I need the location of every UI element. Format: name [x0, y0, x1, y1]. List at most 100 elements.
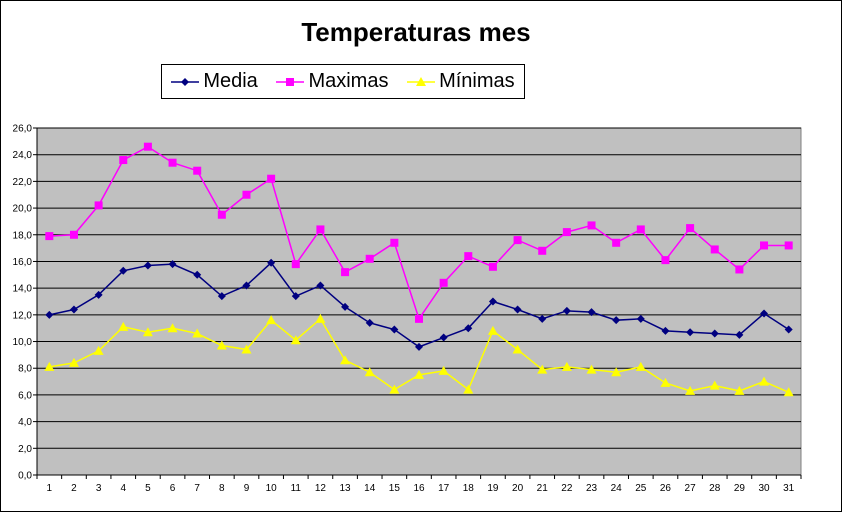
- chart-legend: Media Maximas Mínimas: [161, 64, 525, 99]
- legend-marker-maximas: [276, 77, 305, 86]
- data-point-media: [760, 309, 769, 318]
- x-tick-label: 28: [709, 483, 721, 494]
- data-point-media: [710, 329, 719, 338]
- data-point-minimas: [192, 328, 203, 338]
- x-tick-label: 20: [512, 483, 524, 494]
- x-tick-label: 13: [340, 483, 352, 494]
- data-point-maximas: [439, 278, 448, 287]
- x-tick-label: 16: [413, 483, 425, 494]
- x-tick-label: 29: [734, 483, 746, 494]
- x-tick-label: 23: [586, 483, 598, 494]
- data-point-media: [193, 270, 202, 279]
- legend-entry-minimas: Mínimas: [407, 70, 515, 93]
- data-point-minimas: [389, 384, 400, 394]
- data-point-media: [316, 281, 325, 290]
- data-point-media: [538, 314, 547, 323]
- y-tick-label: 26,0: [13, 124, 33, 135]
- y-tick-label: 16,0: [13, 257, 33, 268]
- x-tick-label: 14: [364, 483, 376, 494]
- x-tick-label: 8: [219, 483, 225, 494]
- legend-entry-maximas: Maximas: [276, 70, 388, 93]
- plot-area: [36, 127, 802, 476]
- data-point-media: [291, 292, 300, 301]
- data-point-minimas: [68, 357, 79, 367]
- data-point-media: [143, 261, 152, 270]
- data-point-minimas: [561, 361, 572, 371]
- x-tick-label: 31: [783, 483, 795, 494]
- data-point-maximas: [784, 241, 793, 250]
- x-tick-label: 25: [635, 483, 647, 494]
- data-point-media: [45, 310, 54, 319]
- data-point-maximas: [217, 210, 226, 219]
- data-point-maximas: [562, 228, 571, 237]
- y-tick-label: 4,0: [18, 417, 32, 428]
- y-tick-label: 10,0: [13, 337, 33, 348]
- data-point-minimas: [635, 361, 646, 371]
- data-point-maximas: [488, 262, 497, 271]
- x-tick-label: 22: [561, 483, 573, 494]
- data-point-media: [365, 318, 374, 327]
- data-point-media: [661, 326, 670, 335]
- data-point-media: [69, 305, 78, 314]
- data-point-minimas: [586, 364, 597, 374]
- x-tick-label: 21: [537, 483, 549, 494]
- data-point-minimas: [709, 380, 720, 390]
- data-point-maximas: [661, 256, 670, 265]
- data-point-maximas: [760, 241, 769, 250]
- y-tick-label: 18,0: [13, 230, 33, 241]
- x-tick-label: 4: [120, 483, 126, 494]
- x-tick-label: 9: [244, 483, 250, 494]
- legend-marker-minimas: [407, 76, 436, 86]
- data-point-maximas: [365, 254, 374, 263]
- data-point-maximas: [143, 142, 152, 151]
- chart-title: Temperaturas mes: [301, 17, 531, 47]
- data-point-maximas: [464, 252, 473, 261]
- data-point-media: [341, 302, 350, 311]
- data-point-media: [735, 330, 744, 339]
- data-point-media: [562, 306, 571, 315]
- data-point-maximas: [168, 158, 177, 167]
- x-tick-label: 1: [47, 483, 53, 494]
- data-point-maximas: [94, 201, 103, 210]
- data-point-minimas: [142, 327, 153, 337]
- x-tick-label: 5: [145, 483, 151, 494]
- data-point-media: [587, 308, 596, 317]
- data-point-minimas: [241, 344, 252, 354]
- data-point-maximas: [636, 225, 645, 234]
- legend-marker-media: [171, 77, 200, 86]
- data-point-maximas: [193, 166, 202, 175]
- data-point-maximas: [119, 156, 128, 165]
- data-point-maximas: [291, 260, 300, 269]
- y-tick-label: 14,0: [13, 284, 33, 295]
- legend-label-minimas: Mínimas: [439, 70, 515, 92]
- data-point-maximas: [538, 246, 547, 255]
- data-point-media: [242, 281, 251, 290]
- x-tick-label: 30: [758, 483, 770, 494]
- data-point-maximas: [267, 174, 276, 183]
- legend-label-maximas: Maximas: [308, 70, 389, 92]
- data-point-minimas: [167, 323, 178, 333]
- data-point-media: [415, 342, 423, 351]
- data-point-maximas: [390, 238, 399, 247]
- data-point-media: [513, 305, 522, 314]
- data-point-minimas: [734, 385, 745, 395]
- data-point-minimas: [438, 365, 449, 375]
- data-point-media: [464, 324, 473, 333]
- x-tick-label: 6: [170, 483, 176, 494]
- y-tick-label: 8,0: [18, 364, 32, 375]
- x-tick-label: 18: [463, 483, 475, 494]
- data-point-media: [217, 292, 226, 301]
- data-point-minimas: [512, 344, 523, 354]
- data-point-maximas: [587, 221, 596, 230]
- data-point-minimas: [364, 367, 375, 377]
- x-tick-label: 26: [660, 483, 672, 494]
- data-point-minimas: [266, 315, 277, 325]
- data-point-minimas: [537, 364, 548, 374]
- data-point-media: [119, 266, 128, 275]
- data-point-minimas: [487, 325, 498, 335]
- data-point-minimas: [93, 345, 104, 355]
- x-tick-label: 15: [389, 483, 401, 494]
- y-tick-label: 22,0: [13, 177, 33, 188]
- data-point-minimas: [340, 355, 351, 365]
